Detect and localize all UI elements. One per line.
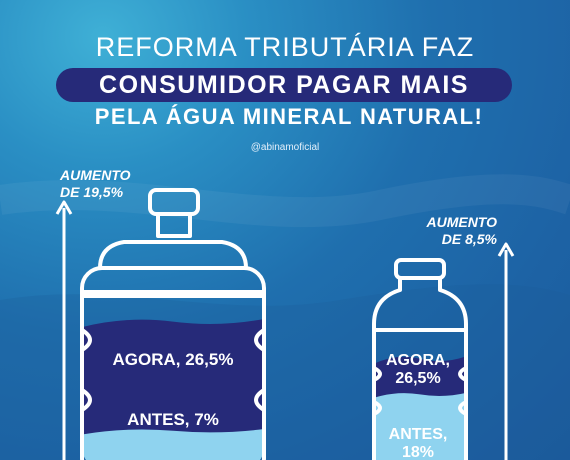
water-jug-icon <box>80 188 266 460</box>
jug-before-fill <box>82 428 264 460</box>
title-line-3: PELA ÁGUA MINERAL NATURAL! <box>94 104 484 129</box>
increase-label-jug-line1: AUMENTO <box>60 167 131 183</box>
increase-label-bottle: AUMENTO DE 8,5% <box>426 214 497 248</box>
jug-before-label: ANTES, 7% <box>127 410 219 429</box>
title-line-1: REFORMA TRIBUTÁRIA FAZ <box>95 32 475 62</box>
jug-now-label: AGORA, 26,5% <box>112 350 234 369</box>
bottle-before-label-line1: ANTES, <box>388 426 448 443</box>
bottle-before-fill <box>374 392 466 460</box>
bottle-before-label-line2: 18% <box>401 444 435 460</box>
bottle-now-label-line1: AGORA, <box>386 352 450 369</box>
increase-arrowhead-bottle <box>497 242 515 257</box>
water-bottle-icon <box>372 258 468 460</box>
social-handle: @abinamoficial <box>250 142 320 153</box>
increase-label-jug-line2: DE 19,5% <box>60 184 124 200</box>
bottle-now-label: AGORA, 26,5% <box>372 352 464 388</box>
bottle-now-label-line2: 26,5% <box>395 370 441 387</box>
bottle-before-label: ANTES, 18% <box>372 426 464 460</box>
increase-label-bottle-line1: AUMENTO <box>426 214 497 230</box>
title-highlight-pill: CONSUMIDOR PAGAR MAIS <box>56 68 512 102</box>
increase-arrowhead-jug <box>55 200 73 215</box>
increase-label-jug: AUMENTO DE 19,5% <box>60 167 131 201</box>
increase-label-bottle-line2: DE 8,5% <box>441 231 497 247</box>
